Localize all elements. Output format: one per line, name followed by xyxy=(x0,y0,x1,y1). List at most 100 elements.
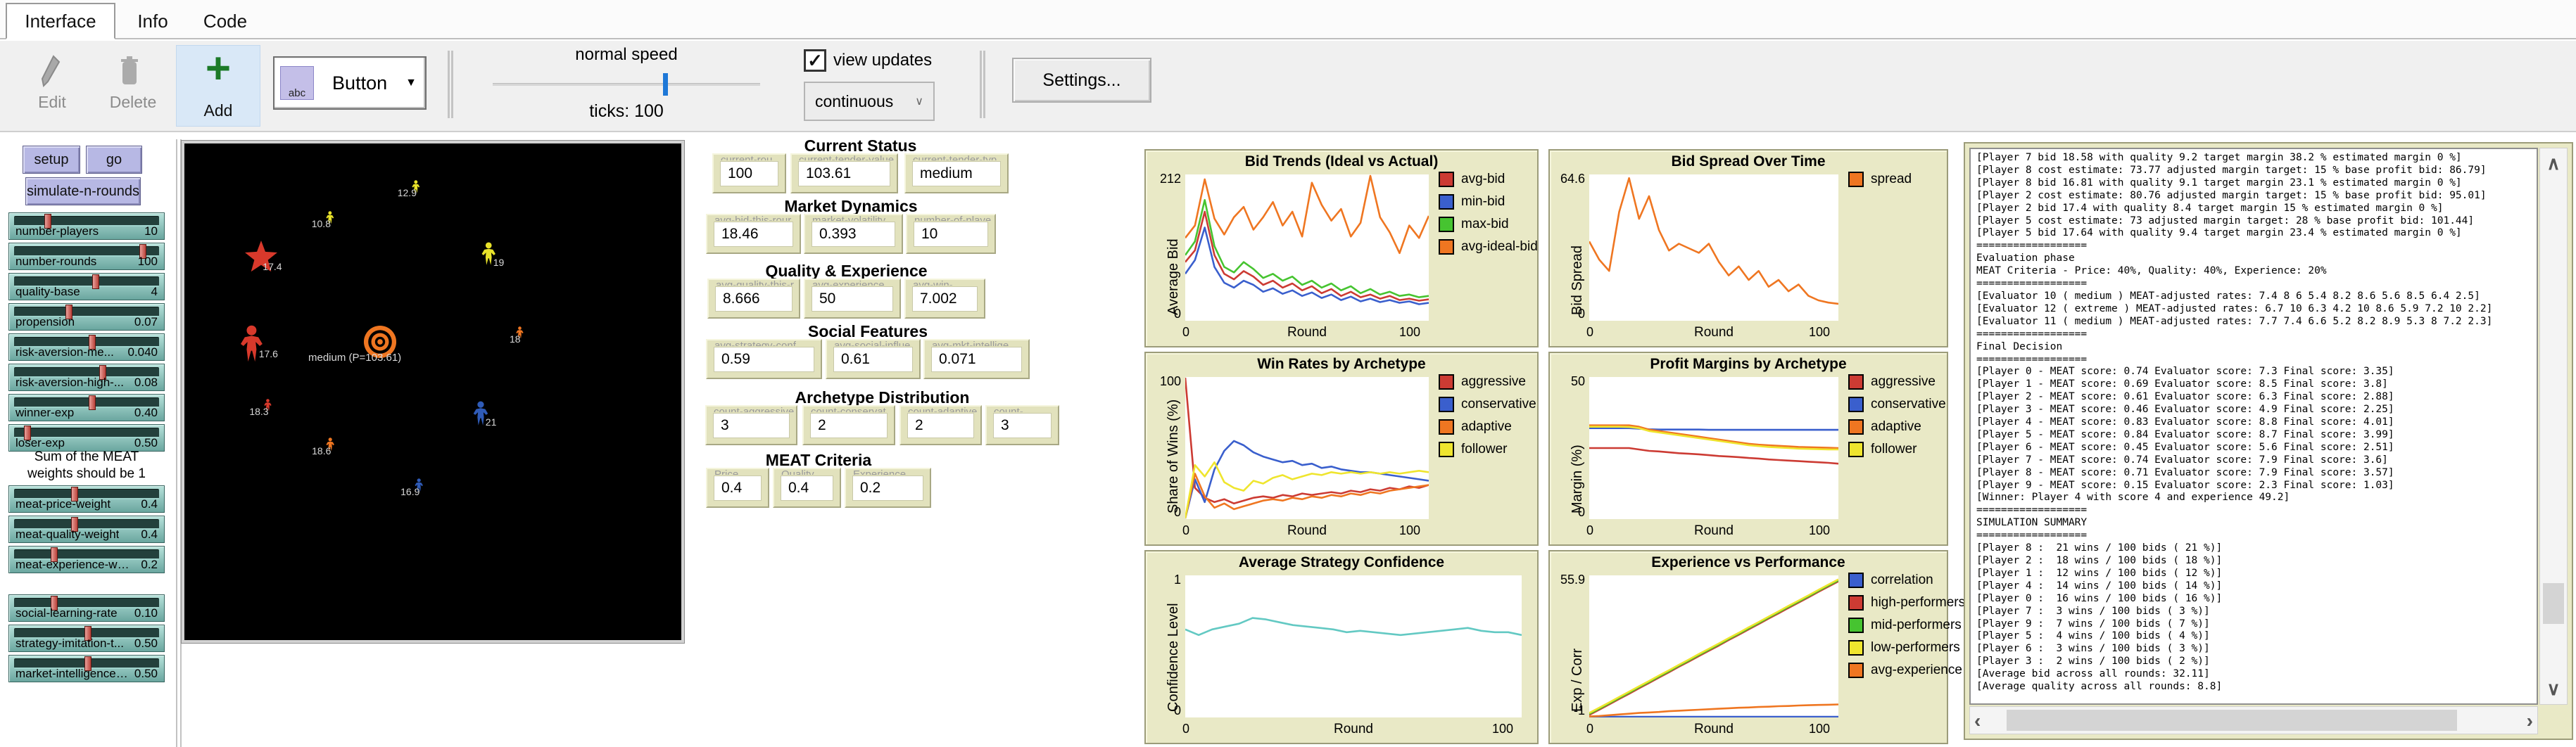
slider-track[interactable] xyxy=(14,276,159,287)
monitor: count-conservat2 xyxy=(802,405,895,445)
monitor-value: medium xyxy=(912,161,1001,186)
slider-propension[interactable]: propension 0.07 xyxy=(8,303,165,331)
slider-track[interactable] xyxy=(14,428,159,438)
slider-track[interactable] xyxy=(14,246,159,257)
agent-person[interactable]: 16.9 xyxy=(400,478,424,497)
agent-person[interactable]: 12.9 xyxy=(398,180,421,198)
agent-person[interactable]: 21 xyxy=(472,401,496,430)
monitor: Experience Weigh0.2 xyxy=(845,468,931,508)
scroll-right-icon[interactable]: › xyxy=(2526,710,2533,732)
settings-button[interactable]: Settings... xyxy=(1012,58,1151,103)
slider-quality-base[interactable]: quality-base 4 xyxy=(8,273,165,300)
scroll-left-icon[interactable]: ‹ xyxy=(1974,710,1981,732)
slider-thumb[interactable] xyxy=(24,426,32,440)
agent-person[interactable]: 18.3 xyxy=(249,399,272,417)
slider-track[interactable] xyxy=(14,549,159,560)
slider-number-players[interactable]: number-players 10 xyxy=(8,212,165,240)
edit-button[interactable]: Edit xyxy=(38,93,66,111)
delete-trash-icon[interactable] xyxy=(115,53,144,94)
slider-thumb[interactable] xyxy=(88,335,96,350)
button-simulate-n-rounds[interactable]: simulate-n-rounds xyxy=(25,177,141,205)
world-view[interactable]: 12.9 10.8 17.4 19 17.6 18 18.3 21 18.6 16.9 medium… xyxy=(181,140,685,644)
x-axis-title: Round xyxy=(1694,325,1734,340)
agent-label: 19 xyxy=(493,257,505,269)
agent-person[interactable]: 17.6 xyxy=(238,325,278,366)
slider-thumb[interactable] xyxy=(70,517,78,532)
slider-meat-quality-weight[interactable]: meat-quality-weight 0.4 xyxy=(8,516,165,543)
delete-button[interactable]: Delete xyxy=(109,93,157,111)
slider-track[interactable] xyxy=(14,519,159,530)
slider-track[interactable] xyxy=(14,367,159,378)
button-setup[interactable]: setup xyxy=(23,146,80,174)
slider-track[interactable] xyxy=(14,307,159,317)
add-widget-button[interactable]: + Add xyxy=(176,45,260,127)
slider-track[interactable] xyxy=(14,489,159,499)
agent-person[interactable]: 19 xyxy=(480,242,504,269)
legend-label: conservative xyxy=(1871,397,1946,411)
output-horizontal-scrollbar[interactable]: ‹ › xyxy=(1969,706,2538,734)
output-text-area[interactable]: [Player 7 bid 18.58 with quality 9.2 tar… xyxy=(1969,148,2538,705)
agent-person[interactable]: 18 xyxy=(510,326,524,345)
tab-interface[interactable]: Interface xyxy=(6,3,115,39)
legend-item: conservative xyxy=(1848,397,1946,412)
plot-title: Bid Trends (Ideal vs Actual) xyxy=(1244,153,1439,170)
slider-thumb[interactable] xyxy=(51,547,58,562)
slider-thumb[interactable] xyxy=(84,656,91,671)
slider-thumb[interactable] xyxy=(88,395,96,410)
speed-slider-thumb[interactable] xyxy=(663,73,668,96)
monitor-value: 0.2 xyxy=(852,475,923,501)
speed-slider[interactable] xyxy=(493,83,760,86)
slider-winner-exp[interactable]: winner-exp 0.40 xyxy=(8,394,165,421)
slider-name: number-players xyxy=(15,224,99,238)
legend-label: follower xyxy=(1871,442,1917,456)
scroll-down-icon[interactable]: ∨ xyxy=(2546,678,2561,699)
slider-strategy-imitation-t[interactable]: strategy-imitation-t... 0.50 xyxy=(8,625,165,652)
agent-label: 17.4 xyxy=(263,260,282,272)
slider-thumb[interactable] xyxy=(70,487,78,502)
agent-person[interactable]: 10.8 xyxy=(312,211,335,229)
monitor-label: avg-mkt-intellige xyxy=(932,340,1009,346)
slider-thumb[interactable] xyxy=(84,626,91,641)
slider-meat-price-weight[interactable]: meat-price-weight 0.4 xyxy=(8,485,165,513)
monitor: current-tender-typmedium xyxy=(904,153,1009,193)
slider-market-intelligence-i[interactable]: market-intelligence-i... 0.50 xyxy=(8,655,165,682)
vertical-scroll-thumb[interactable] xyxy=(2543,583,2564,624)
slider-meat-experience-wei[interactable]: meat-experience-wei... 0.2 xyxy=(8,546,165,573)
edit-pencil-icon[interactable] xyxy=(37,53,65,94)
update-mode-dropdown[interactable]: continuous ∨ xyxy=(804,82,935,121)
horizontal-scroll-thumb[interactable] xyxy=(2007,710,2457,731)
slider-thumb[interactable] xyxy=(65,305,73,319)
legend-label: conservative xyxy=(1461,397,1536,411)
chevron-down-icon: ∨ xyxy=(915,96,923,108)
slider-number-rounds[interactable]: number-rounds 100 xyxy=(8,243,165,270)
view-updates-checkbox[interactable]: ✓ xyxy=(804,49,826,72)
slider-risk-aversion-me[interactable]: risk-aversion-me... 0.040 xyxy=(8,333,165,361)
tab-code[interactable]: Code xyxy=(203,10,248,32)
slider-track[interactable] xyxy=(14,598,159,608)
output-vertical-scrollbar[interactable]: ∧ ∨ xyxy=(2539,148,2568,705)
legend-label: avg-bid xyxy=(1461,172,1505,186)
slider-risk-aversion-high-[interactable]: risk-aversion-high-... 0.08 xyxy=(8,364,165,391)
monitor-value: 0.4 xyxy=(714,475,762,501)
button-go[interactable]: go xyxy=(86,146,142,174)
tab-bar: Interface Info Code xyxy=(0,0,2576,39)
agent-star[interactable]: 17.4 xyxy=(245,241,282,276)
slider-thumb[interactable] xyxy=(99,365,106,380)
monitor-label: avg-social-influe xyxy=(834,340,910,346)
tab-info[interactable]: Info xyxy=(137,10,168,32)
slider-track[interactable] xyxy=(14,397,159,408)
slider-loser-exp[interactable]: loser-exp 0.50 xyxy=(8,424,165,452)
slider-thumb[interactable] xyxy=(44,214,51,229)
monitor: market-volatility0.393 xyxy=(804,214,903,254)
slider-social-learning-rate[interactable]: social-learning-rate 0.10 xyxy=(8,594,165,622)
legend-color-swatch xyxy=(1848,640,1864,656)
slider-thumb[interactable] xyxy=(51,596,58,611)
slider-thumb[interactable] xyxy=(139,244,146,259)
scroll-up-icon[interactable]: ∧ xyxy=(2546,153,2561,174)
agent-target[interactable] xyxy=(363,325,397,362)
slider-thumb[interactable] xyxy=(92,274,100,289)
legend-color-swatch xyxy=(1848,442,1864,457)
slider-track[interactable] xyxy=(14,337,159,347)
widget-type-dropdown[interactable]: abc Button ▼ xyxy=(273,56,427,110)
agent-person[interactable]: 18.6 xyxy=(312,438,335,456)
